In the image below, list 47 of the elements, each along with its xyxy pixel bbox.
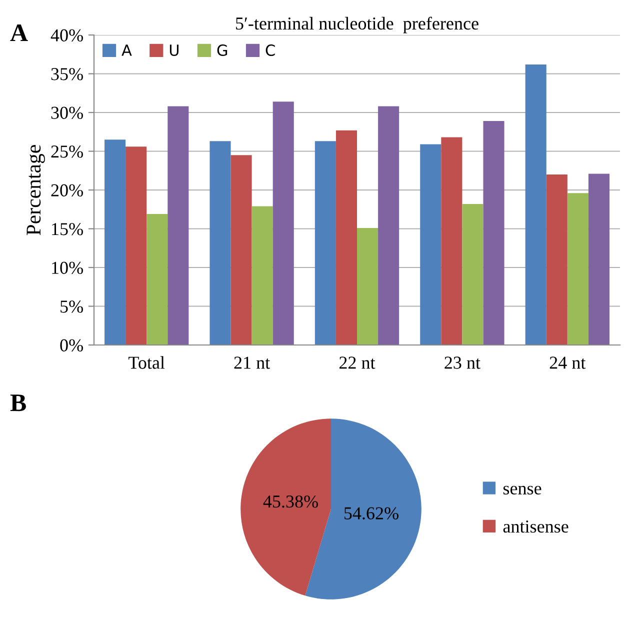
y-tick-label: 30% bbox=[51, 106, 83, 119]
text: A bbox=[10, 24, 28, 42]
x-tick-label: 23 nt bbox=[444, 356, 480, 369]
bar bbox=[230, 155, 252, 345]
x-tick-label: 21 nt bbox=[234, 356, 270, 369]
bar bbox=[483, 121, 504, 345]
bar bbox=[168, 106, 189, 345]
bar bbox=[272, 102, 294, 345]
y-tick-label: 5% bbox=[60, 300, 83, 313]
legend-label: G bbox=[217, 44, 228, 56]
legend-label: antisense bbox=[503, 520, 568, 533]
pie-slice bbox=[240, 418, 331, 596]
legend-label: U bbox=[170, 44, 178, 56]
text: B bbox=[10, 394, 26, 412]
bar bbox=[336, 130, 357, 345]
legend-label: A bbox=[122, 44, 132, 56]
bar bbox=[104, 140, 126, 345]
bar bbox=[126, 146, 147, 345]
bar bbox=[546, 174, 568, 345]
y-tick-label: 40% bbox=[50, 29, 83, 42]
legend-label: C bbox=[266, 44, 275, 56]
y-tick-label: 0% bbox=[60, 339, 83, 352]
bar bbox=[525, 64, 546, 345]
bar bbox=[420, 144, 442, 345]
bar bbox=[462, 204, 484, 345]
chart-title: 5′-terminal nucleotide preference bbox=[236, 16, 478, 34]
data-label: 54.62% bbox=[344, 507, 398, 520]
bar bbox=[567, 193, 588, 345]
y-axis-title: Percentage bbox=[26, 145, 45, 236]
bar bbox=[210, 141, 231, 345]
bar bbox=[314, 141, 336, 345]
x-tick-label: Total bbox=[128, 356, 165, 369]
x-tick-label: 24 nt bbox=[550, 356, 586, 369]
y-tick-label: 15% bbox=[52, 223, 83, 236]
bar bbox=[146, 214, 168, 345]
y-tick-label: 35% bbox=[51, 68, 83, 80]
x-tick-label: 22 nt bbox=[339, 356, 376, 369]
bar bbox=[378, 106, 400, 345]
bar bbox=[441, 137, 462, 345]
bar bbox=[357, 228, 378, 345]
bar bbox=[588, 174, 610, 345]
y-tick-label: 20% bbox=[51, 184, 83, 196]
data-label: 45.38% bbox=[263, 495, 318, 508]
y-tick-label: 10% bbox=[52, 262, 83, 274]
y-tick-label: 25% bbox=[51, 146, 83, 158]
bar bbox=[252, 206, 273, 345]
legend-label: sense bbox=[503, 486, 542, 494]
